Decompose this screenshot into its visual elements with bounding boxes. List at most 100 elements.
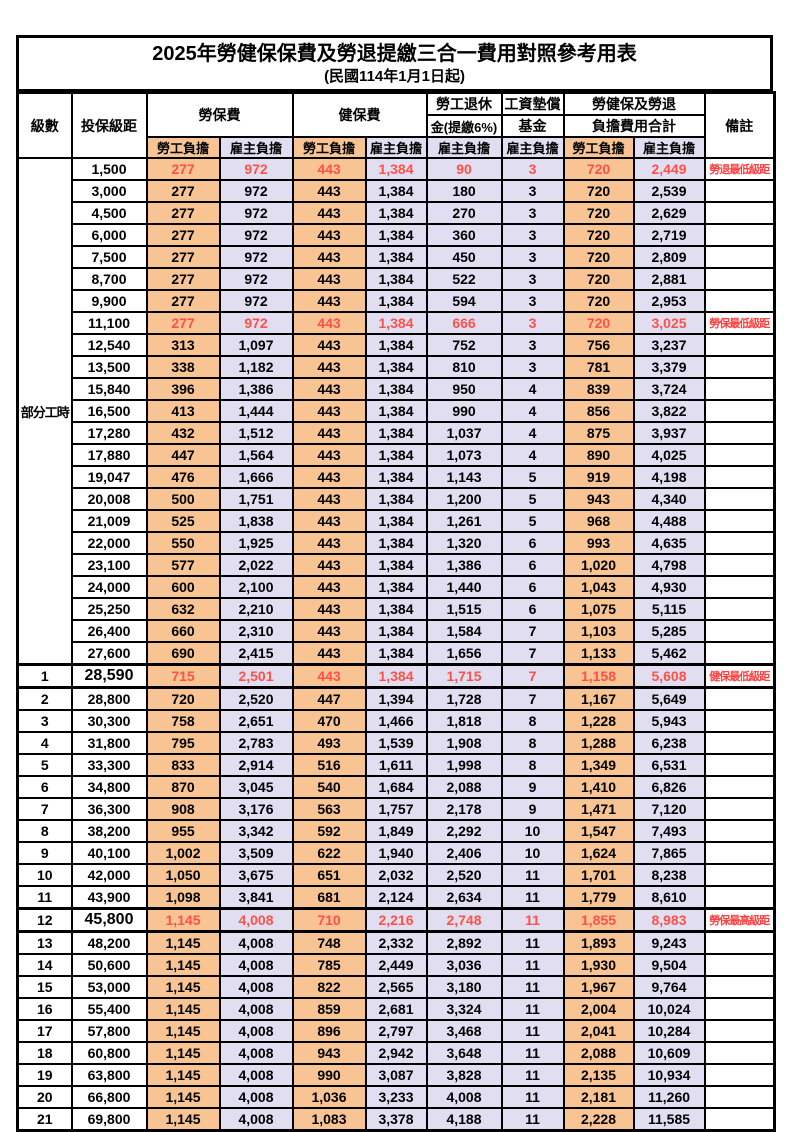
value-cell: 2,634 — [425, 885, 503, 910]
value-cell: 5 — [500, 509, 565, 533]
value-cell: 3,233 — [364, 1085, 428, 1109]
value-cell: 2,415 — [218, 641, 294, 666]
value-cell: 4,488 — [632, 509, 706, 533]
table-row: 6,000 277 972 443 1,384 360 3 720 2,719 — [18, 223, 776, 247]
value-cell: 972 — [218, 289, 294, 313]
table-row: 17 57,800 1,145 4,008 896 2,797 3,468 11 2,041 10… — [16, 1019, 776, 1043]
value-cell: 11 — [500, 997, 565, 1021]
value-cell: 1,893 — [562, 930, 635, 955]
remark-cell — [703, 289, 776, 313]
value-cell: 1,228 — [562, 709, 635, 733]
value-cell: 3,087 — [364, 1063, 428, 1087]
value-cell: 10,284 — [632, 1019, 706, 1043]
value-cell: 5,649 — [632, 686, 706, 711]
value-cell: 3,025 — [632, 311, 706, 335]
value-cell: 5,285 — [632, 619, 706, 643]
level-cell: 20 — [16, 1085, 73, 1109]
value-cell: 1,384 — [364, 179, 428, 203]
value-cell: 5 — [500, 487, 565, 511]
value-cell: 1,384 — [364, 223, 428, 247]
table-row: 1 28,590 715 2,501 443 1,384 1,715 7 1,158 5,608 健… — [16, 663, 776, 689]
value-cell: 666 — [425, 311, 503, 335]
value-cell: 1,564 — [218, 443, 294, 467]
remark-cell — [703, 997, 776, 1021]
value-cell: 3 — [500, 157, 565, 181]
remark-cell — [703, 1019, 776, 1043]
bracket-cell: 36,300 — [70, 797, 148, 821]
value-cell: 1,515 — [425, 597, 503, 621]
remark-cell — [703, 355, 776, 379]
value-cell: 3,342 — [218, 819, 294, 843]
value-cell: 4,008 — [425, 1085, 503, 1109]
value-cell: 1,036 — [291, 1085, 367, 1109]
value-cell: 7,120 — [632, 797, 706, 821]
value-cell: 660 — [145, 619, 221, 643]
value-cell: 1,684 — [364, 775, 428, 799]
page-title: 2025年勞健保保費及勞退提繳三合一費用對照參考用表 — [152, 43, 637, 65]
value-cell: 715 — [145, 663, 221, 689]
value-cell: 1,930 — [562, 953, 635, 977]
value-cell: 1,512 — [218, 421, 294, 445]
value-cell: 1,043 — [562, 575, 635, 599]
level-cell: 21 — [16, 1107, 73, 1132]
bracket-cell: 15,840 — [70, 377, 148, 401]
value-cell: 447 — [291, 686, 367, 711]
table-row: 4 31,800 795 2,783 493 1,539 1,908 8 1,288 6,238 — [16, 731, 776, 755]
value-cell: 781 — [562, 355, 635, 379]
bracket-cell: 13,500 — [70, 355, 148, 379]
value-cell: 972 — [218, 311, 294, 335]
value-cell: 1,384 — [364, 575, 428, 599]
value-cell: 2,520 — [425, 863, 503, 887]
value-cell: 7 — [500, 641, 565, 666]
value-cell: 2,135 — [562, 1063, 635, 1087]
level-cell: 10 — [16, 863, 73, 887]
value-cell: 493 — [291, 731, 367, 755]
value-cell: 1,020 — [562, 553, 635, 577]
value-cell: 3,509 — [218, 841, 294, 865]
table-row: 7,500 277 972 443 1,384 450 3 720 2,809 — [18, 245, 776, 269]
value-cell: 2,449 — [364, 953, 428, 977]
value-cell: 4 — [500, 421, 565, 445]
remark-cell — [703, 775, 776, 799]
table-row: 15,840 396 1,386 443 1,384 950 4 839 3,724 — [18, 377, 776, 401]
remark-cell — [703, 245, 776, 269]
table-row: 22,000 550 1,925 443 1,384 1,320 6 993 4,635 — [18, 531, 776, 555]
remark-cell: 健保最低級距 — [703, 663, 776, 689]
value-cell: 839 — [562, 377, 635, 401]
bracket-cell: 66,800 — [70, 1085, 148, 1109]
value-cell: 2,809 — [632, 245, 706, 269]
header-row-1: 級數 投保級距 勞保費 健保費 勞工退休 工資墊償 勞健保及勞退 備註 — [16, 91, 776, 159]
level-cell: 11 — [16, 885, 73, 910]
value-cell: 1,083 — [291, 1107, 367, 1132]
value-cell: 720 — [562, 245, 635, 269]
bracket-cell: 40,100 — [70, 841, 148, 865]
subheader-wage-fund-employer: 雇主負擔 — [500, 136, 565, 159]
value-cell: 1,384 — [364, 333, 428, 357]
table-row: 12 45,800 1,145 4,008 710 2,216 2,748 11 1,855 8,… — [16, 907, 776, 933]
value-cell: 3,378 — [364, 1107, 428, 1132]
value-cell: 3,045 — [218, 775, 294, 799]
value-cell: 870 — [145, 775, 221, 799]
value-cell: 11 — [500, 975, 565, 999]
value-cell: 890 — [562, 443, 635, 467]
level-cell: 15 — [16, 975, 73, 999]
value-cell: 972 — [218, 223, 294, 247]
value-cell: 5,608 — [632, 663, 706, 689]
value-cell: 8,983 — [632, 907, 706, 933]
value-cell: 720 — [562, 201, 635, 225]
value-cell: 856 — [562, 399, 635, 423]
remark-cell — [703, 709, 776, 733]
value-cell: 1,466 — [364, 709, 428, 733]
remark-cell — [703, 443, 776, 467]
level-cell: 12 — [16, 907, 73, 933]
col-header-pension-line2: 金(提繳6%) — [425, 114, 503, 138]
value-cell: 720 — [562, 179, 635, 203]
value-cell: 1,849 — [364, 819, 428, 843]
remark-cell — [703, 953, 776, 977]
value-cell: 1,386 — [425, 553, 503, 577]
value-cell: 1,145 — [145, 907, 221, 933]
bracket-cell: 8,700 — [70, 267, 148, 291]
value-cell: 11 — [500, 1063, 565, 1087]
value-cell: 443 — [291, 553, 367, 577]
bracket-cell: 17,880 — [70, 443, 148, 467]
